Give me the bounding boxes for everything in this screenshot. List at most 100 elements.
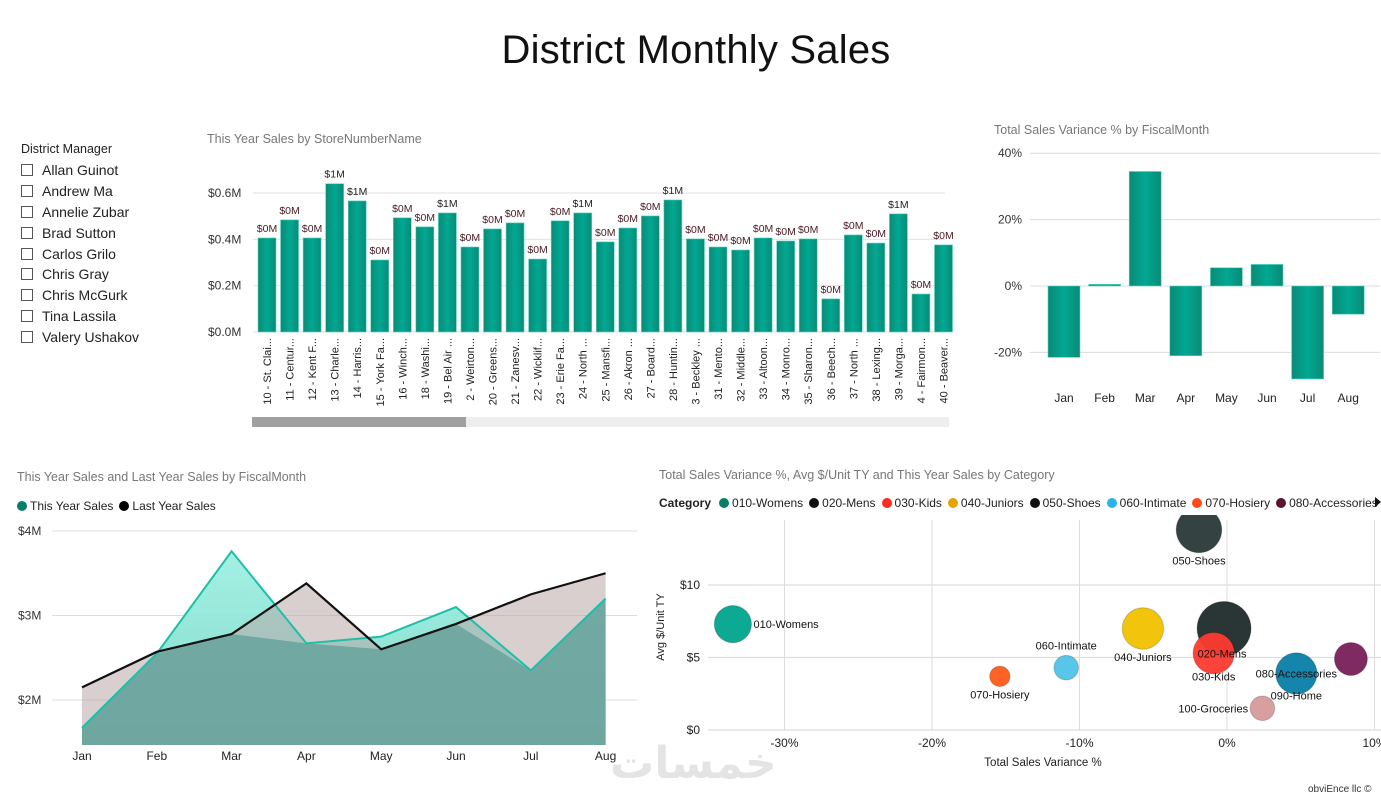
category-legend: Category 010-Womens 020-Mens 030-Kids 040-Ju…	[659, 496, 1381, 510]
slicer-item[interactable]: Chris Gray	[21, 264, 191, 285]
bar[interactable]	[573, 212, 593, 333]
data-label: $0M	[753, 223, 773, 235]
bar[interactable]	[460, 246, 480, 333]
data-label: $0M	[775, 226, 795, 238]
bar[interactable]	[731, 249, 750, 333]
legend-next-arrow-icon[interactable]	[1375, 497, 1381, 507]
checkbox[interactable]	[21, 247, 33, 260]
bar[interactable]	[641, 215, 660, 333]
checkbox[interactable]	[21, 226, 33, 239]
bar[interactable]	[550, 220, 570, 333]
bar[interactable]	[1047, 285, 1081, 358]
bubble[interactable]	[1275, 652, 1318, 695]
x-tick-label: 25 - Mansfi...	[600, 338, 612, 402]
legend-item[interactable]: 040-Juniors	[947, 496, 1024, 510]
x-tick-label: May	[370, 749, 393, 763]
bar[interactable]	[505, 222, 525, 333]
bar[interactable]	[708, 246, 728, 333]
bar[interactable]	[934, 244, 953, 333]
slicer-item[interactable]: Brad Sutton	[21, 222, 191, 243]
store-chart-scrollbar-track[interactable]	[252, 417, 949, 427]
legend-item[interactable]: 050-Shoes	[1029, 496, 1101, 510]
checkbox[interactable]	[21, 289, 33, 302]
bar[interactable]	[1291, 285, 1324, 380]
bar[interactable]	[370, 259, 390, 333]
bar[interactable]	[686, 238, 705, 333]
slicer-item[interactable]: Annelie Zubar	[21, 202, 191, 223]
legend-item[interactable]: This Year Sales	[17, 499, 113, 513]
legend-item[interactable]: 070-Hosiery	[1192, 496, 1270, 510]
legend-label: 020-Mens	[822, 496, 876, 510]
x-tick-label: Apr	[297, 749, 316, 763]
bar[interactable]	[438, 212, 457, 333]
bubble-label: 050-Shoes	[1172, 556, 1226, 568]
legend-item[interactable]: 080-Accessories	[1276, 496, 1378, 510]
data-label: $0M	[370, 245, 390, 257]
bar[interactable]	[1250, 264, 1284, 287]
bubble[interactable]	[989, 665, 1011, 688]
y-tick-label: $4M	[18, 524, 41, 538]
legend-marker-icon	[947, 498, 958, 508]
bar[interactable]	[1169, 285, 1203, 357]
x-tick-label: 35 - Sharon...	[803, 338, 815, 405]
bar[interactable]	[483, 228, 502, 333]
checkbox[interactable]	[21, 205, 33, 218]
bar[interactable]	[595, 241, 615, 333]
bar[interactable]	[302, 237, 322, 333]
bar[interactable]	[347, 200, 367, 333]
checkbox[interactable]	[21, 309, 33, 322]
x-tick-label: 14 - Harris...	[352, 338, 364, 399]
legend-item[interactable]: Last Year Sales	[119, 499, 216, 513]
bar[interactable]	[280, 219, 299, 333]
bar[interactable]	[1331, 285, 1365, 315]
slicer-item[interactable]: Carlos Grilo	[21, 243, 191, 264]
checkbox[interactable]	[21, 185, 33, 198]
bar[interactable]	[325, 183, 344, 333]
bubble[interactable]	[1192, 631, 1235, 675]
bubble[interactable]	[1249, 695, 1276, 722]
bar[interactable]	[663, 199, 683, 333]
legend-item[interactable]: 020-Mens	[809, 496, 876, 510]
checkbox[interactable]	[21, 164, 33, 177]
checkbox[interactable]	[21, 268, 33, 281]
legend-marker-icon	[719, 498, 730, 508]
legend-item[interactable]: 030-Kids	[881, 496, 942, 510]
slicer-item[interactable]: Valery Ushakov	[21, 326, 191, 347]
bar[interactable]	[257, 237, 277, 333]
bar[interactable]	[798, 238, 818, 333]
bubble[interactable]	[1333, 641, 1368, 676]
bar[interactable]	[821, 298, 841, 333]
x-tick-label: Jun	[1257, 391, 1276, 405]
legend-marker-icon	[119, 501, 130, 511]
bar[interactable]	[528, 258, 547, 333]
bar[interactable]	[911, 293, 931, 333]
x-tick-label: Jul	[523, 749, 538, 763]
checkbox[interactable]	[21, 330, 33, 343]
slicer-item[interactable]: Chris McGurk	[21, 285, 191, 306]
slicer-item[interactable]: Andrew Ma	[21, 181, 191, 202]
x-tick-label: 18 - Washi...	[420, 338, 432, 399]
bar[interactable]	[393, 217, 412, 333]
bar[interactable]	[618, 227, 638, 333]
legend-label: 030-Kids	[894, 496, 942, 510]
bar[interactable]	[889, 213, 908, 333]
bar[interactable]	[1088, 284, 1121, 287]
bubble[interactable]	[1121, 607, 1165, 650]
bar[interactable]	[866, 242, 886, 333]
bar[interactable]	[415, 226, 435, 333]
y-tick-label: $3M	[18, 609, 41, 623]
bar[interactable]	[1210, 267, 1243, 287]
legend-item[interactable]: 060-Intimate	[1106, 496, 1186, 510]
bubble[interactable]	[1053, 654, 1080, 681]
bubble[interactable]	[1175, 515, 1223, 554]
bar[interactable]	[843, 234, 863, 333]
legend-item[interactable]: 010-Womens	[719, 496, 803, 510]
bar[interactable]	[1128, 171, 1162, 287]
slicer-item[interactable]: Tina Lassila	[21, 306, 191, 327]
store-chart-scrollbar-thumb[interactable]	[252, 417, 466, 427]
slicer-item[interactable]: Allan Guinot	[21, 160, 191, 181]
bubble[interactable]	[713, 605, 752, 644]
bar[interactable]	[776, 240, 795, 333]
bar[interactable]	[753, 237, 773, 333]
x-tick-label: 4 - Fairmon...	[916, 338, 928, 403]
